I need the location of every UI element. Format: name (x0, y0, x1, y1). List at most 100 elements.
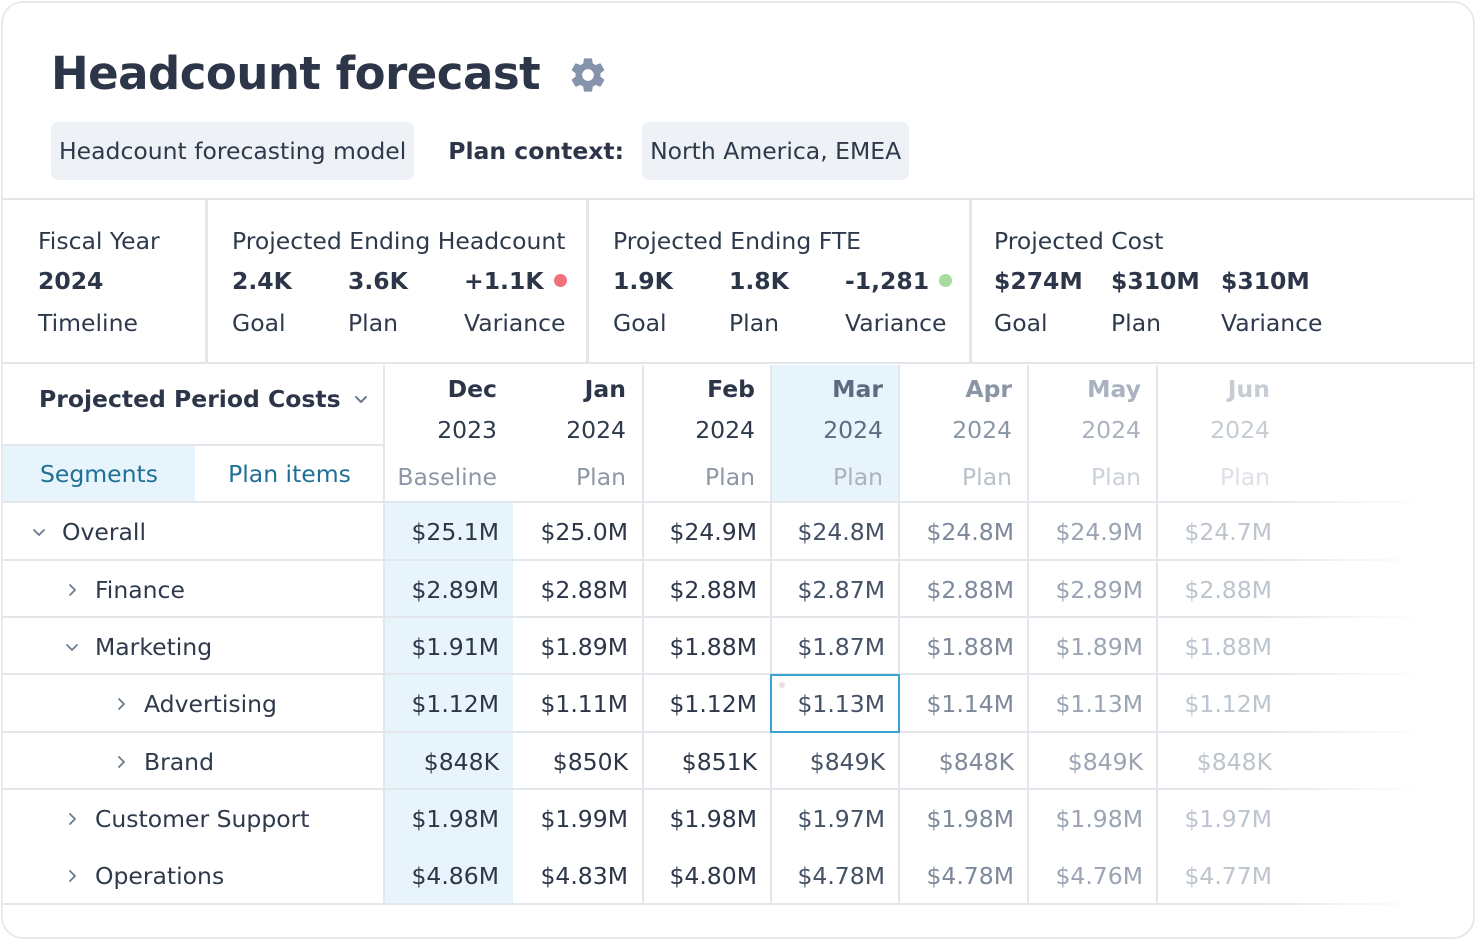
grid-divider (898, 365, 900, 905)
cost-plan: $310M (1111, 267, 1200, 295)
cell-finance-jun[interactable]: $2.88M (1184, 575, 1272, 604)
cell-marketing-mar[interactable]: $1.87M (797, 632, 885, 661)
chevron-down-icon[interactable] (62, 639, 82, 655)
cell-brand-mar[interactable]: $849K (809, 747, 885, 776)
metric-selector-dropdown[interactable]: Projected Period Costs (39, 385, 369, 413)
cell-operations-feb[interactable]: $4.80M (669, 861, 757, 890)
grid-divider (3, 616, 1473, 618)
cell-finance-may[interactable]: $2.89M (1055, 575, 1143, 604)
row-label-finance[interactable]: Finance (62, 561, 185, 618)
cell-advertising-apr[interactable]: $1.14M (926, 689, 1014, 718)
cell-overall-dec[interactable]: $25.1M (411, 517, 499, 546)
cell-marketing-may[interactable]: $1.89M (1055, 632, 1143, 661)
page-title: Headcount forecast (51, 46, 541, 100)
cell-brand-jan[interactable]: $850K (552, 747, 628, 776)
cell-customer-support-may[interactable]: $1.98M (1055, 804, 1143, 833)
cell-brand-feb[interactable]: $851K (681, 747, 757, 776)
settings-gear-icon[interactable] (566, 53, 610, 97)
column-header-month: Jun (1227, 375, 1270, 403)
fte-variance: -1,281 (845, 267, 930, 295)
cell-overall-mar[interactable]: $24.8M (797, 517, 885, 546)
cell-finance-dec[interactable]: $2.89M (411, 575, 499, 604)
cell-overall-feb[interactable]: $24.9M (669, 517, 757, 546)
column-header-feb[interactable]: Feb 2024 Plan (643, 365, 771, 503)
cell-advertising-jan[interactable]: $1.11M (540, 689, 628, 718)
goal-label: Goal (613, 309, 667, 337)
cell-advertising-jun[interactable]: $1.12M (1184, 689, 1272, 718)
cell-overall-jun[interactable]: $24.7M (1184, 517, 1272, 546)
cell-brand-dec[interactable]: $848K (423, 747, 499, 776)
column-header-type: Plan (705, 463, 755, 491)
cell-customer-support-apr[interactable]: $1.98M (926, 804, 1014, 833)
row-label-overall[interactable]: Overall (29, 503, 146, 560)
variance-label: Variance (845, 309, 947, 337)
cell-operations-may[interactable]: $4.76M (1055, 861, 1143, 890)
cell-finance-apr[interactable]: $2.88M (926, 575, 1014, 604)
cell-brand-jun[interactable]: $848K (1196, 747, 1272, 776)
cell-operations-apr[interactable]: $4.78M (926, 861, 1014, 890)
row-label-advertising[interactable]: Advertising (111, 675, 277, 732)
metric-selector-label: Projected Period Costs (39, 385, 341, 413)
cell-advertising-mar[interactable]: $1.13M (797, 689, 885, 718)
cell-marketing-dec[interactable]: $1.91M (411, 632, 499, 661)
cell-comment-indicator-icon (779, 682, 785, 688)
cell-operations-dec[interactable]: $4.86M (411, 861, 499, 890)
cell-overall-apr[interactable]: $24.8M (926, 517, 1014, 546)
cell-customer-support-dec[interactable]: $1.98M (411, 804, 499, 833)
chevron-down-icon[interactable] (29, 524, 49, 540)
tab-segments[interactable]: Segments (40, 460, 158, 488)
row-label-customer-support[interactable]: Customer Support (62, 790, 310, 847)
grid-divider (642, 365, 644, 905)
cell-advertising-feb[interactable]: $1.12M (669, 689, 757, 718)
cell-advertising-dec[interactable]: $1.12M (411, 689, 499, 718)
cell-overall-may[interactable]: $24.9M (1055, 517, 1143, 546)
goal-label: Goal (994, 309, 1048, 337)
row-label-marketing[interactable]: Marketing (62, 618, 212, 675)
cost-variance: $310M (1221, 267, 1310, 295)
model-chip[interactable]: Headcount forecasting model (51, 122, 415, 180)
chevron-right-icon[interactable] (62, 811, 82, 827)
cell-overall-jan[interactable]: $25.0M (540, 517, 628, 546)
column-header-mar[interactable]: Mar 2024 Plan (771, 365, 899, 503)
column-header-dec[interactable]: Dec 2023 Baseline (385, 365, 513, 503)
cell-brand-apr[interactable]: $848K (938, 747, 1014, 776)
goal-label: Goal (232, 309, 286, 337)
header-divider (3, 198, 1473, 200)
cell-customer-support-mar[interactable]: $1.97M (797, 804, 885, 833)
chevron-right-icon[interactable] (111, 754, 131, 770)
column-header-apr[interactable]: Apr 2024 Plan (900, 365, 1028, 503)
cell-marketing-jun[interactable]: $1.88M (1184, 632, 1272, 661)
row-label-text: Operations (95, 861, 225, 890)
column-header-may[interactable]: May 2024 Plan (1029, 365, 1157, 503)
cell-finance-jan[interactable]: $2.88M (540, 575, 628, 604)
chevron-right-icon[interactable] (62, 868, 82, 884)
column-header-year: 2024 (1210, 416, 1270, 444)
grid-divider (1027, 365, 1029, 905)
row-label-operations[interactable]: Operations (62, 847, 224, 904)
selected-cell-outline[interactable] (770, 674, 900, 733)
grid-divider (3, 673, 1473, 675)
kpi-title: Fiscal Year (38, 227, 160, 255)
chevron-right-icon[interactable] (111, 696, 131, 712)
column-header-jan[interactable]: Jan 2024 Plan (514, 365, 642, 503)
cell-operations-jun[interactable]: $4.77M (1184, 861, 1272, 890)
cell-operations-jan[interactable]: $4.83M (540, 861, 628, 890)
cell-brand-may[interactable]: $849K (1067, 747, 1143, 776)
cell-customer-support-jan[interactable]: $1.99M (540, 804, 628, 833)
row-label-brand[interactable]: Brand (111, 733, 214, 790)
column-header-month: Feb (707, 375, 755, 403)
cell-customer-support-feb[interactable]: $1.98M (669, 804, 757, 833)
column-header-jun[interactable]: Jun 2024 Plan (1158, 365, 1286, 503)
chevron-right-icon[interactable] (62, 582, 82, 598)
kpi-divider (969, 199, 972, 363)
cell-marketing-feb[interactable]: $1.88M (669, 632, 757, 661)
cell-customer-support-jun[interactable]: $1.97M (1184, 804, 1272, 833)
cell-marketing-jan[interactable]: $1.89M (540, 632, 628, 661)
tab-plan-items[interactable]: Plan items (228, 460, 351, 488)
cell-finance-feb[interactable]: $2.88M (669, 575, 757, 604)
cell-finance-mar[interactable]: $2.87M (797, 575, 885, 604)
cell-advertising-may[interactable]: $1.13M (1055, 689, 1143, 718)
cell-marketing-apr[interactable]: $1.88M (926, 632, 1014, 661)
cell-operations-mar[interactable]: $4.78M (797, 861, 885, 890)
plan-context-chip[interactable]: North America, EMEA (642, 122, 910, 180)
